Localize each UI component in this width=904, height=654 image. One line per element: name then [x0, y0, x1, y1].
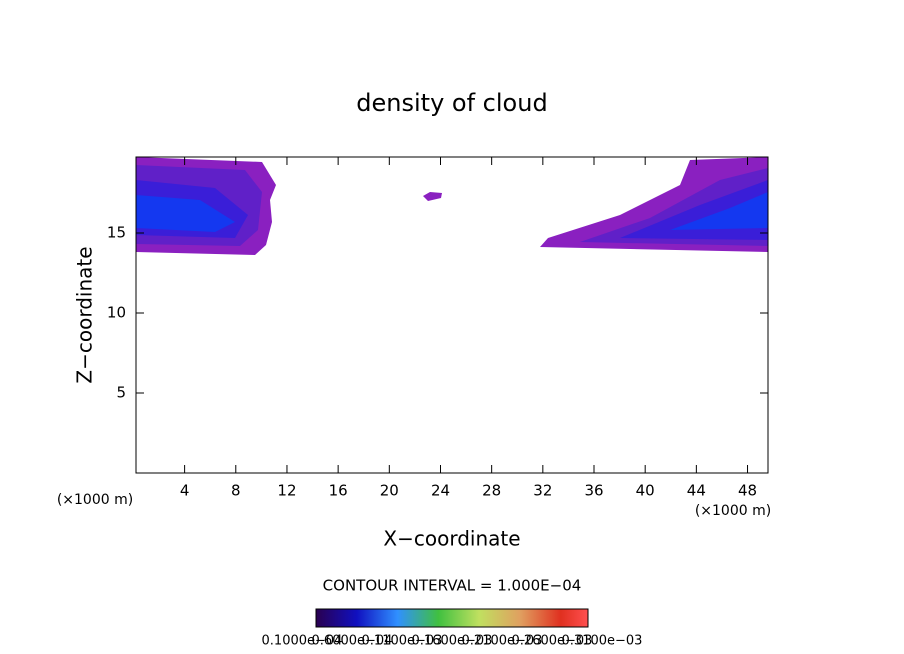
y-tick-label: 10 — [107, 304, 126, 322]
colorbar-label: 0.2600e−03 — [512, 634, 593, 649]
chart-title: density of cloud — [356, 89, 547, 117]
x-unit-left: (×1000 m) — [57, 492, 133, 508]
x-tick-label: 8 — [231, 482, 241, 500]
colorbar-label: 0.1600e−03 — [412, 634, 493, 649]
x-tick-label: 48 — [738, 482, 757, 500]
colorbar-label: 0.6000e−04 — [312, 634, 393, 649]
x-tick-label: 12 — [277, 482, 296, 500]
colorbar — [315, 608, 589, 628]
cloud-blob — [423, 192, 442, 201]
colorbar-label: 0.1100e−03 — [362, 634, 443, 649]
x-axis-label: X−coordinate — [383, 527, 520, 551]
x-tick-label: 32 — [533, 482, 552, 500]
cloud-right — [540, 157, 768, 252]
x-tick-label: 20 — [380, 482, 399, 500]
colorbar-label: 0.2100e−03 — [462, 634, 543, 649]
colorbar-label: 0.3100e−03 — [562, 634, 643, 649]
y-tick-label: 5 — [116, 384, 126, 402]
x-unit-right: (×1000 m) — [695, 503, 771, 519]
contour-interval: CONTOUR INTERVAL = 1.000E−04 — [323, 577, 582, 595]
x-tick-label: 36 — [584, 482, 603, 500]
x-tick-label: 44 — [687, 482, 706, 500]
x-tick-label: 40 — [636, 482, 655, 500]
plot-frame — [135, 156, 769, 474]
x-tick-label: 16 — [329, 482, 348, 500]
y-tick-label: 15 — [107, 224, 126, 242]
x-tick-label: 24 — [431, 482, 450, 500]
y-axis-label: Z−coordinate — [73, 246, 97, 383]
x-tick-label: 28 — [482, 482, 501, 500]
cloud-left — [136, 157, 276, 255]
colorbar-label: 0.1000e−04 — [262, 634, 343, 649]
x-tick-label: 4 — [180, 482, 190, 500]
